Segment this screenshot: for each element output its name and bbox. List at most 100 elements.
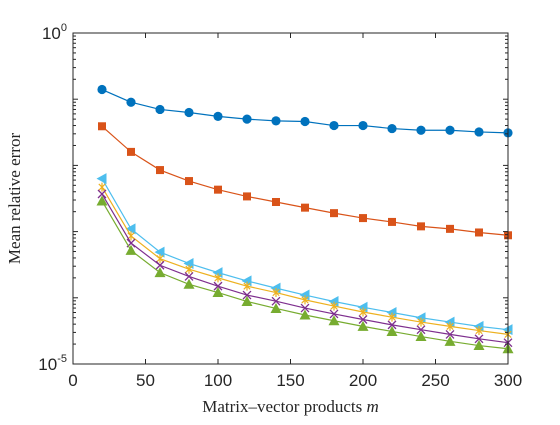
series-line xyxy=(101,125,509,236)
data-point xyxy=(184,272,194,281)
x-tick-label: 250 xyxy=(421,371,449,390)
data-point xyxy=(300,116,310,127)
data-point xyxy=(97,84,107,95)
data-point xyxy=(357,320,369,331)
data-point xyxy=(387,123,397,134)
data-point xyxy=(301,203,309,212)
axes-box xyxy=(72,32,509,365)
x-axis-label: Matrix–vector products m xyxy=(202,397,379,416)
data-point xyxy=(387,320,397,330)
data-point xyxy=(243,281,251,291)
series-6 xyxy=(96,195,514,354)
data-point xyxy=(214,273,222,283)
data-point xyxy=(270,302,282,313)
data-point xyxy=(416,325,426,335)
data-point xyxy=(474,127,484,137)
data-point xyxy=(271,116,281,126)
data-point xyxy=(417,222,425,231)
data-point xyxy=(154,246,165,258)
data-point xyxy=(358,315,368,324)
data-point xyxy=(272,197,280,206)
data-point xyxy=(416,125,426,135)
data-point xyxy=(183,257,194,269)
x-tick-label: 0 xyxy=(68,371,77,390)
y-tick-label: 10-5 xyxy=(38,353,67,374)
data-point xyxy=(213,111,223,121)
series-1 xyxy=(97,84,513,138)
data-point xyxy=(241,295,253,306)
data-point xyxy=(446,224,454,233)
data-point xyxy=(125,244,137,255)
data-point xyxy=(154,267,166,278)
data-point xyxy=(242,290,252,300)
data-point xyxy=(388,312,396,322)
data-point xyxy=(475,228,483,237)
x-tick-label: 200 xyxy=(349,371,377,390)
data-point xyxy=(444,335,456,346)
series-4 xyxy=(98,182,512,339)
series-2 xyxy=(98,122,512,240)
data-point xyxy=(185,177,193,186)
data-point xyxy=(96,195,108,206)
data-point xyxy=(183,278,195,289)
data-point xyxy=(213,281,223,291)
data-point xyxy=(127,147,135,156)
data-point xyxy=(155,260,165,270)
data-point xyxy=(359,214,367,223)
x-tick-label: 50 xyxy=(136,371,155,390)
data-point xyxy=(126,97,136,107)
data-point xyxy=(330,301,338,311)
data-point xyxy=(184,107,194,118)
data-point xyxy=(97,189,107,199)
data-point xyxy=(388,217,396,226)
series-5 xyxy=(97,189,513,348)
data-point xyxy=(185,264,193,274)
y-tick-base: 10 xyxy=(38,355,57,374)
data-point xyxy=(445,125,455,135)
data-point xyxy=(212,287,224,298)
data-point xyxy=(446,321,454,331)
y-axis-label: Mean relative error xyxy=(5,133,24,265)
data-point xyxy=(98,182,106,192)
x-axis-label-text: Matrix–vector products xyxy=(202,397,366,416)
data-point xyxy=(300,303,310,313)
data-point xyxy=(359,307,367,317)
data-point xyxy=(417,317,425,327)
series-layer xyxy=(96,84,514,354)
data-point xyxy=(358,120,368,131)
y-tick-exponent: -5 xyxy=(57,353,67,365)
data-point xyxy=(301,295,309,305)
data-point xyxy=(299,309,311,320)
data-point xyxy=(156,254,164,264)
y-tick-base: 10 xyxy=(42,24,61,43)
x-axis-label-variable: m xyxy=(367,397,379,416)
data-point xyxy=(474,334,484,344)
data-point xyxy=(243,192,251,201)
y-tick-label: 100 xyxy=(42,22,67,43)
data-point xyxy=(475,326,483,336)
data-point xyxy=(242,114,252,124)
data-point xyxy=(473,340,485,351)
data-point xyxy=(386,325,398,336)
x-tick-label: 300 xyxy=(494,371,522,390)
data-point xyxy=(156,166,164,175)
data-point xyxy=(329,120,339,131)
data-point xyxy=(125,223,136,235)
y-tick-exponent: 0 xyxy=(61,22,67,34)
data-point xyxy=(127,231,135,241)
data-point xyxy=(330,209,338,218)
data-point xyxy=(155,104,165,115)
data-point xyxy=(415,331,427,342)
data-point xyxy=(271,296,281,306)
data-point xyxy=(328,315,340,326)
data-point xyxy=(329,309,339,319)
data-point xyxy=(272,288,280,298)
data-point xyxy=(98,122,106,131)
x-tick-label: 150 xyxy=(276,371,304,390)
data-point xyxy=(445,329,455,339)
data-point xyxy=(214,185,222,194)
x-tick-label: 100 xyxy=(204,371,232,390)
